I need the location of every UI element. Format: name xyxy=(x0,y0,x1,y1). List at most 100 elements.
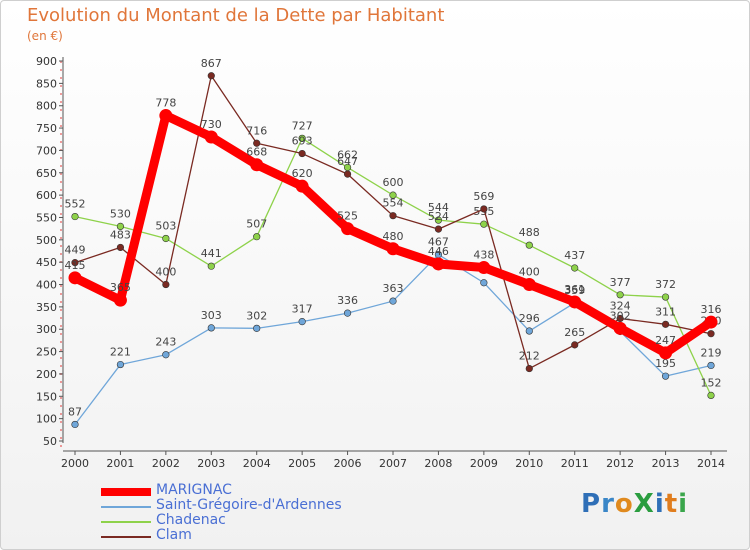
data-label: 317 xyxy=(292,303,313,316)
data-label: 554 xyxy=(383,197,404,210)
y-tick-label: 100 xyxy=(36,413,57,426)
data-point xyxy=(434,225,443,233)
data-point xyxy=(613,321,627,335)
logo-letter: i xyxy=(654,489,665,519)
x-tick-label: 2001 xyxy=(106,457,134,470)
y-tick-label: 350 xyxy=(36,301,57,314)
data-point xyxy=(661,320,670,328)
data-label: 247 xyxy=(655,334,676,347)
data-point xyxy=(386,242,400,256)
data-point xyxy=(204,130,218,144)
data-label: 438 xyxy=(473,249,494,262)
data-label: 296 xyxy=(519,312,540,325)
data-point xyxy=(525,241,533,249)
x-tick-label: 2012 xyxy=(606,457,634,470)
y-tick-label: 50 xyxy=(43,435,57,448)
data-label: 195 xyxy=(655,357,676,370)
chart-title: Evolution du Montant de la Dette par Hab… xyxy=(27,5,445,26)
data-label: 449 xyxy=(65,244,86,257)
data-point xyxy=(162,280,170,289)
data-point xyxy=(522,278,536,292)
y-tick-label: 600 xyxy=(36,189,57,202)
data-label: 778 xyxy=(155,97,176,110)
y-tick-label: 200 xyxy=(36,368,57,381)
x-tick-label: 2009 xyxy=(470,457,498,470)
data-point xyxy=(207,324,215,332)
data-point xyxy=(116,243,125,252)
chart-unit: (en €) xyxy=(27,29,63,43)
data-label: 524 xyxy=(428,210,449,223)
data-label: 620 xyxy=(292,167,313,180)
data-point xyxy=(162,234,170,243)
y-tick-label: 750 xyxy=(36,122,57,135)
y-tick-label: 300 xyxy=(36,323,57,336)
data-point xyxy=(389,212,397,220)
legend-label: Clam xyxy=(156,527,192,543)
data-point xyxy=(616,291,624,299)
data-label: 437 xyxy=(564,249,585,262)
legend-label: Chadenac xyxy=(156,512,226,528)
data-label: 265 xyxy=(564,326,585,339)
data-label: 311 xyxy=(655,305,676,318)
y-tick-label: 250 xyxy=(36,346,57,359)
legend-label: MARIGNAC xyxy=(156,482,232,498)
data-point xyxy=(298,318,306,326)
data-label: 243 xyxy=(155,336,176,349)
logo-letter: r xyxy=(601,489,615,519)
data-point xyxy=(71,212,79,221)
data-label: 446 xyxy=(428,245,449,258)
x-tick-label: 2003 xyxy=(197,457,225,470)
data-point xyxy=(431,257,445,271)
data-label: 525 xyxy=(337,210,358,223)
data-point xyxy=(707,361,715,370)
data-label: 336 xyxy=(337,294,358,307)
data-label: 467 xyxy=(428,236,449,249)
y-tick-label: 450 xyxy=(36,256,57,269)
data-label: 483 xyxy=(110,228,131,241)
data-point xyxy=(343,309,352,317)
data-point xyxy=(341,222,355,236)
y-tick-label: 650 xyxy=(36,167,57,180)
data-label: 302 xyxy=(246,309,267,322)
data-point xyxy=(661,293,670,301)
legend-swatch xyxy=(101,488,151,496)
logo-letter: X xyxy=(633,489,655,519)
data-point xyxy=(568,295,582,309)
legend-swatch xyxy=(101,536,151,538)
data-label: 212 xyxy=(519,350,540,363)
data-label: 480 xyxy=(383,230,404,243)
data-point xyxy=(116,222,125,231)
data-point xyxy=(159,109,173,123)
data-label: 727 xyxy=(292,119,313,132)
data-label: 152 xyxy=(701,376,722,389)
data-label: 552 xyxy=(65,198,86,211)
data-point xyxy=(571,341,579,349)
logo-letter: i xyxy=(678,489,689,519)
x-tick-label: 2005 xyxy=(288,457,316,470)
x-tick-label: 2004 xyxy=(243,457,271,470)
y-tick-label: 150 xyxy=(36,390,57,403)
data-label: 363 xyxy=(383,282,404,295)
data-point xyxy=(253,324,261,332)
data-point xyxy=(253,233,261,241)
data-label: 530 xyxy=(110,207,131,220)
x-tick-label: 2006 xyxy=(334,457,362,470)
data-point xyxy=(707,330,715,338)
logo-letter: o xyxy=(614,489,634,519)
data-label: 361 xyxy=(564,283,585,296)
data-label: 372 xyxy=(655,278,676,291)
data-label: 365 xyxy=(110,281,131,294)
data-label: 600 xyxy=(383,176,404,189)
proxiti-logo: ProXiti xyxy=(581,489,688,519)
x-tick-label: 2000 xyxy=(61,457,89,470)
x-tick-label: 2014 xyxy=(697,457,725,470)
y-tick-label: 900 xyxy=(36,55,57,68)
data-label: 302 xyxy=(610,309,631,322)
y-tick-label: 500 xyxy=(36,234,57,247)
data-point xyxy=(295,179,309,193)
x-tick-label: 2002 xyxy=(152,457,180,470)
data-point xyxy=(707,391,715,400)
data-point xyxy=(434,216,443,224)
